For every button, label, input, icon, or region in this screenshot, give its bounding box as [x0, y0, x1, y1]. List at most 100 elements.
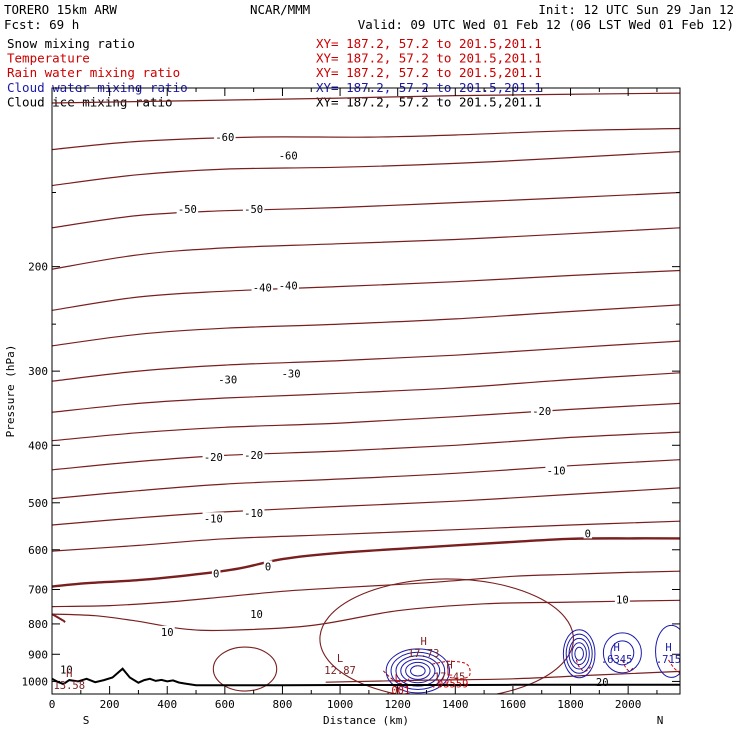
- plot-area: -60 -60 -50 -50 -40 -40 -30 -30 -20 -20 -20 -10 -10 -…: [52, 92, 681, 694]
- isotherm-label-bg: [583, 527, 593, 539]
- x-tick-label: 1200: [384, 698, 411, 711]
- isotherm-label: 0: [585, 528, 591, 540]
- center-marker: L: [395, 673, 401, 685]
- x-tick-label: 600: [215, 698, 235, 711]
- forecast-hour: Fcst: 69 h: [4, 17, 79, 32]
- isotherm-label: -40: [279, 280, 298, 292]
- isotherm-label: -50: [244, 204, 263, 216]
- valid-time: Valid: 09 UTC Wed 01 Feb 12 (06 LST Wed …: [358, 17, 734, 32]
- cloud-water-contour: [568, 637, 590, 670]
- cloud-water-contour: [602, 632, 642, 674]
- center-value: .715: [656, 654, 681, 666]
- isotherm-label-bg: [277, 279, 299, 291]
- isotherm-label-bg: [214, 131, 236, 143]
- isotherm-line: [52, 402, 680, 442]
- model-title: TORERO 15km ARW: [4, 2, 117, 17]
- y-axis-label: Pressure (hPa): [4, 345, 17, 438]
- isotherm-label-bg: [530, 404, 553, 416]
- cloud-water-contour: [562, 629, 596, 679]
- isotherm-label-bg: [242, 203, 265, 215]
- isotherm-label-bg: [159, 625, 175, 637]
- isotherm-label: -20: [244, 450, 263, 462]
- isotherm-line: [52, 372, 680, 413]
- cloud-water-contour: [410, 665, 426, 677]
- plot-frame: [51, 87, 681, 695]
- isotherm-label: 0: [213, 569, 219, 581]
- isotherm-label: -40: [253, 283, 272, 295]
- isotherm-line: [52, 151, 680, 187]
- isotherm-label: -30: [218, 375, 237, 387]
- rain-contour: [668, 659, 680, 674]
- center-value: 13.58: [53, 680, 85, 692]
- x-tick-label: 1400: [442, 698, 469, 711]
- cloud-water-contour: [574, 646, 584, 661]
- init-time: Init: 12 UTC Sun 29 Jan 12: [538, 2, 734, 17]
- isotherm-label: -20: [532, 406, 551, 418]
- isotherm-line: [52, 599, 680, 632]
- legend-entry-coords: XY= 187.2, 57.2 to 201.5,201.1: [316, 94, 542, 109]
- rain-contour: [575, 659, 592, 672]
- y-tick-label: 1000: [22, 675, 49, 688]
- cloud-water-contour: [385, 648, 451, 694]
- y-tick-label: 900: [28, 648, 48, 661]
- isotherm-label-bg: [280, 367, 302, 379]
- isotherm-label-bg: [277, 149, 299, 161]
- x-tick-label: 400: [157, 698, 177, 711]
- y-tick-label: 400: [28, 439, 48, 452]
- rain-contour: [432, 660, 471, 680]
- center-title: NCAR/MMM: [250, 2, 310, 17]
- isotherm-label-bg: [545, 464, 567, 476]
- isotherm-label: -60: [215, 132, 234, 144]
- legend-entry-coords: XY= 187.2, 57.2 to 201.5,201.1: [316, 36, 542, 51]
- cloud-water-contour: [395, 655, 441, 687]
- legend-entry-coords: XY= 187.2, 57.2 to 201.5,201.1: [316, 80, 542, 95]
- legend-entry-coords: XY= 187.2, 57.2 to 201.5,201.1: [316, 51, 542, 66]
- isotherm-label-bg: [58, 663, 74, 675]
- isotherm-label-bg: [242, 448, 265, 460]
- endpoint-north-label: N: [657, 714, 664, 727]
- endpoint-south-label: S: [83, 714, 90, 727]
- isotherm-line: [52, 431, 680, 471]
- legend: Snow mixing ratio XY= 187.2, 57.2 to 201.…: [7, 36, 542, 109]
- isotherm-label: 10: [616, 595, 629, 607]
- x-axis-label: Distance (km): [323, 714, 409, 727]
- center-marker: L: [337, 653, 343, 665]
- legend-entry-name: Temperature: [7, 51, 90, 66]
- legend-entry-coords: XY= 187.2, 57.2 to 201.5,201.1: [316, 65, 542, 80]
- closed-contour: [212, 646, 278, 692]
- isotherm-line: [52, 92, 680, 104]
- isotherm-line: [325, 670, 680, 683]
- isotherm-line: [52, 537, 680, 588]
- cloud-water-contour: [655, 624, 680, 678]
- y-tick-label: 700: [28, 584, 48, 597]
- isotherm-fragment: [52, 613, 66, 624]
- isotherm-label-bg: [263, 560, 273, 572]
- isotherm-line: [52, 304, 680, 347]
- center-value: 17.73: [408, 648, 440, 660]
- isotherm-line: [52, 227, 680, 270]
- isotherm-label: -10: [204, 513, 223, 525]
- terrain-line: [52, 667, 680, 687]
- y-tick-label: 300: [28, 365, 48, 378]
- isotherm-label-bg: [202, 512, 225, 524]
- isotherm-label-bg: [242, 506, 265, 518]
- isotherm-label: -20: [204, 452, 223, 464]
- cloud-water-contour: [571, 642, 587, 666]
- center-marker: H: [446, 659, 452, 671]
- plot-content: -60 -60 -50 -50 -40 -40 -30 -30 -20 -20 -20 -10 -10 -…: [52, 92, 681, 694]
- isotherm-line: [52, 191, 680, 229]
- isotherm-line: [52, 487, 680, 526]
- x-tick-label: 800: [273, 698, 293, 711]
- cloud-water-contour: [405, 661, 431, 680]
- isotherm-line: [52, 459, 680, 500]
- isotherm-line: [52, 269, 680, 311]
- y-tick-label: 800: [28, 618, 48, 631]
- isotherm-label: 10: [60, 665, 73, 677]
- isotherm-label-bg: [216, 373, 239, 385]
- legend-entry-name: Cloud water mixing ratio: [7, 80, 188, 95]
- isotherm-label-bg: [614, 593, 630, 605]
- center-marker: H: [613, 642, 619, 654]
- center-value: 17.45: [434, 671, 466, 683]
- x-tick-label: 200: [100, 698, 120, 711]
